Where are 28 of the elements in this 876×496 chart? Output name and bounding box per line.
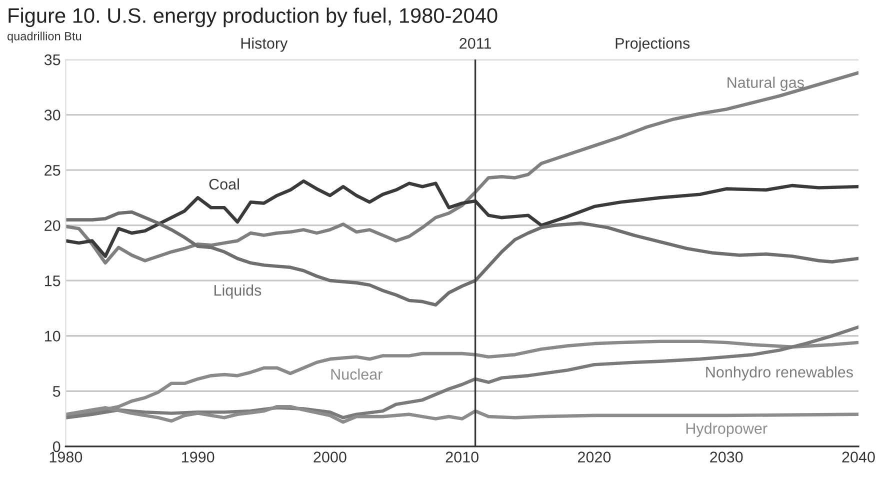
y-tick-label: 35 [44, 54, 60, 66]
series-label: Nuclear [331, 368, 382, 380]
series-label: Hydropower [686, 422, 768, 437]
series-label: Liquids [214, 284, 262, 299]
ref-line-label: 2011 [460, 38, 491, 49]
y-tick-label: 5 [52, 386, 60, 397]
x-tick-label: 2010 [446, 452, 478, 462]
y-tick-label: 30 [44, 110, 60, 120]
y-tick-label: 10 [45, 330, 60, 342]
y-tick-label: 15 [45, 276, 60, 286]
series-label: Nonhydro renewables [706, 366, 853, 381]
x-tick-label: 2020 [578, 452, 611, 462]
series-label: Natural gas [728, 76, 804, 91]
x-tick-label: 2000 [314, 452, 346, 462]
series-label: Coal [209, 178, 239, 190]
x-tick-label: 1980 [50, 452, 82, 462]
chart-title: Figure 10. U.S. energy production by fuel, 1980-2040 [8, 8, 498, 28]
y-tick-label: 20 [44, 220, 60, 232]
y-axis-title: quadrillion Btu [8, 32, 82, 43]
x-tick-label: 2040 [842, 452, 875, 462]
y-tick-label: 25 [44, 164, 60, 176]
line-series [66, 71, 858, 265]
y-tick-label: 0 [52, 441, 60, 452]
text: History [241, 38, 288, 52]
line-series [66, 210, 858, 307]
text: Projections [616, 38, 690, 52]
x-tick-label: 2030 [710, 452, 743, 462]
x-tick-label: 1990 [182, 452, 214, 462]
